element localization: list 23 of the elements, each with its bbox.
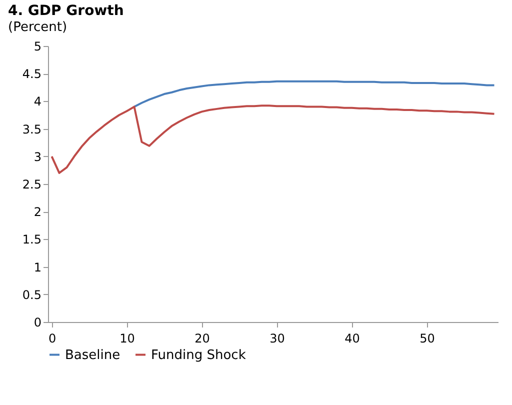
- x-tick-label: 0: [48, 332, 56, 346]
- chart-subtitle: (Percent): [8, 20, 68, 35]
- y-tick-label: 4.5: [22, 67, 42, 82]
- x-tick-label: 20: [194, 332, 210, 346]
- line-series: [50, 104, 496, 174]
- x-tick-label: 30: [270, 332, 285, 346]
- x-tick-label: 40: [344, 332, 360, 346]
- legend-label: Funding Shock: [151, 348, 246, 363]
- y-tick-label: 0: [34, 316, 42, 330]
- y-tick-label: 3: [34, 150, 42, 164]
- y-tick-label: 2: [34, 205, 42, 220]
- y-tick-label: 2.5: [22, 178, 42, 192]
- legend-label: Baseline: [65, 348, 120, 363]
- y-tick-label: 0.5: [22, 288, 42, 302]
- x-tick-label: 10: [120, 332, 135, 346]
- line-series: [133, 80, 496, 108]
- y-tick-label: 1: [34, 260, 42, 274]
- y-tick-label: 4: [34, 94, 42, 109]
- y-tick-label: 5: [34, 40, 42, 54]
- chart-title: 4. GDP Growth: [8, 3, 124, 19]
- x-tick-label: 50: [420, 332, 435, 346]
- y-tick-label: 3.5: [22, 122, 42, 136]
- y-tick-label: 1.5: [22, 232, 42, 247]
